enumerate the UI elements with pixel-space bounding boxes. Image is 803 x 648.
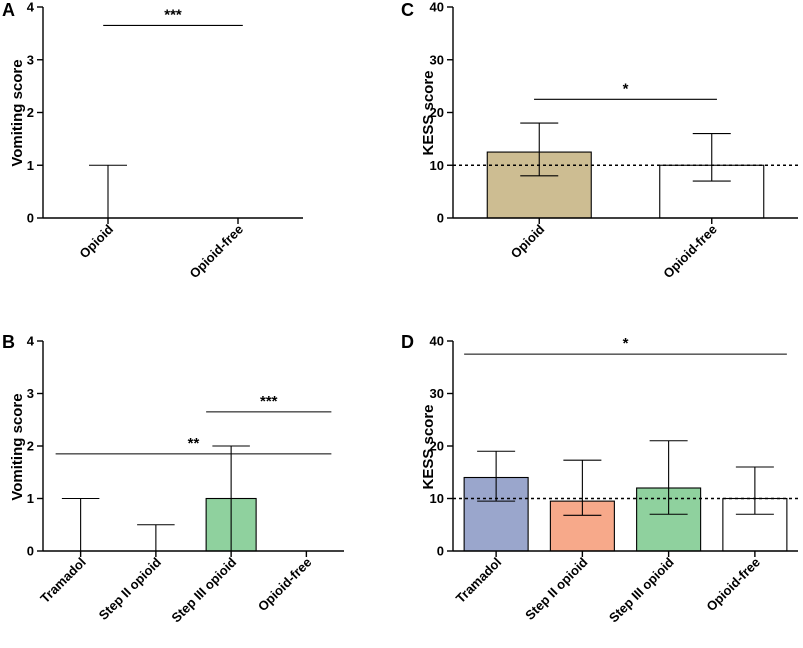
panel-letter-a: A — [2, 0, 15, 20]
y-tick-label: 1 — [27, 491, 34, 506]
category-label: Step III opioid — [606, 554, 677, 625]
panel-d: D KESS score 0 10 20 30 40 Tramadol Step II op… — [401, 332, 798, 625]
plot-area: 0 10 20 30 40 Tramadol Step II opioid Step III … — [430, 334, 798, 625]
y-tick-label: 30 — [430, 386, 444, 401]
category-label: Tramadol — [453, 555, 504, 606]
y-tick-label: 4 — [27, 0, 35, 15]
category-label: Opioid — [76, 221, 116, 261]
y-axis-label: Vomiting score — [9, 59, 26, 166]
y-tick-label: 30 — [430, 52, 444, 67]
panel-letter-c: C — [401, 0, 414, 20]
plot-area: 0 1 2 3 4 Tramadol Step II opioid Step III opio… — [27, 334, 344, 625]
category-label: Opioid-free — [255, 555, 315, 615]
category-label: Opioid-free — [703, 555, 763, 615]
y-axis-label: KESS score — [420, 70, 437, 155]
y-axis-label: KESS score — [420, 404, 437, 489]
y-axis-label: Vomiting score — [9, 393, 26, 500]
significance-label: *** — [260, 393, 278, 410]
bar — [463, 476, 529, 552]
category-label: Step III opioid — [168, 554, 239, 625]
y-tick-label: 0 — [437, 544, 444, 559]
category-label: Step II opioid — [522, 554, 590, 622]
y-tick-label: 10 — [430, 158, 444, 173]
y-tick-label: 0 — [27, 211, 34, 226]
panel-a: A Vomiting score 0 1 2 3 4 Opioid Opioid-free *… — [2, 0, 303, 281]
category-label: Tramadol — [37, 555, 88, 606]
y-tick-label: 3 — [27, 52, 34, 67]
y-tick-label: 20 — [430, 439, 444, 454]
y-tick-label: 40 — [430, 334, 444, 349]
y-tick-label: 2 — [27, 439, 34, 454]
y-tick-label: 40 — [430, 0, 444, 15]
y-tick-label: 0 — [437, 211, 444, 226]
y-tick-label: 10 — [430, 491, 444, 506]
category-label: Opioid-free — [660, 222, 720, 282]
panel-letter-b: B — [2, 332, 15, 352]
panel-b: B Vomiting score 0 1 2 3 4 Tramadol Step II op… — [2, 332, 344, 625]
y-tick-label: 0 — [27, 544, 34, 559]
significance-label: ** — [188, 435, 200, 452]
plot-area: 0 10 20 30 40 Opioid Opioid-free * — [430, 0, 798, 281]
category-label: Opioid — [508, 221, 548, 261]
significance-label: * — [623, 335, 629, 352]
category-label: Opioid-free — [186, 222, 246, 282]
y-tick-label: 20 — [430, 105, 444, 120]
panel-letter-d: D — [401, 332, 414, 352]
y-tick-label: 2 — [27, 105, 34, 120]
y-tick-label: 4 — [27, 334, 35, 349]
significance-label: * — [623, 80, 629, 97]
plot-area: 0 1 2 3 4 Opioid Opioid-free *** — [27, 0, 303, 281]
panel-c: C KESS score 0 10 20 30 40 Opioid Opioid-free * — [401, 0, 798, 281]
y-tick-label: 1 — [27, 158, 34, 173]
y-tick-label: 3 — [27, 386, 34, 401]
significance-label: *** — [164, 6, 182, 23]
category-label: Step II opioid — [96, 554, 164, 622]
